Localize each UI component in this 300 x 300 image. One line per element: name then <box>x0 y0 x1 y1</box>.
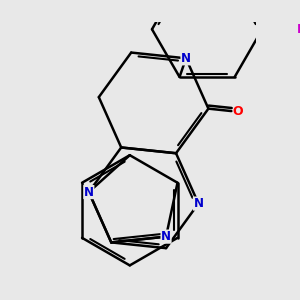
Text: F: F <box>297 23 300 36</box>
Text: N: N <box>84 186 94 199</box>
Text: N: N <box>194 197 203 210</box>
Text: N: N <box>181 52 191 65</box>
Text: O: O <box>232 105 243 118</box>
Text: N: N <box>161 230 171 243</box>
